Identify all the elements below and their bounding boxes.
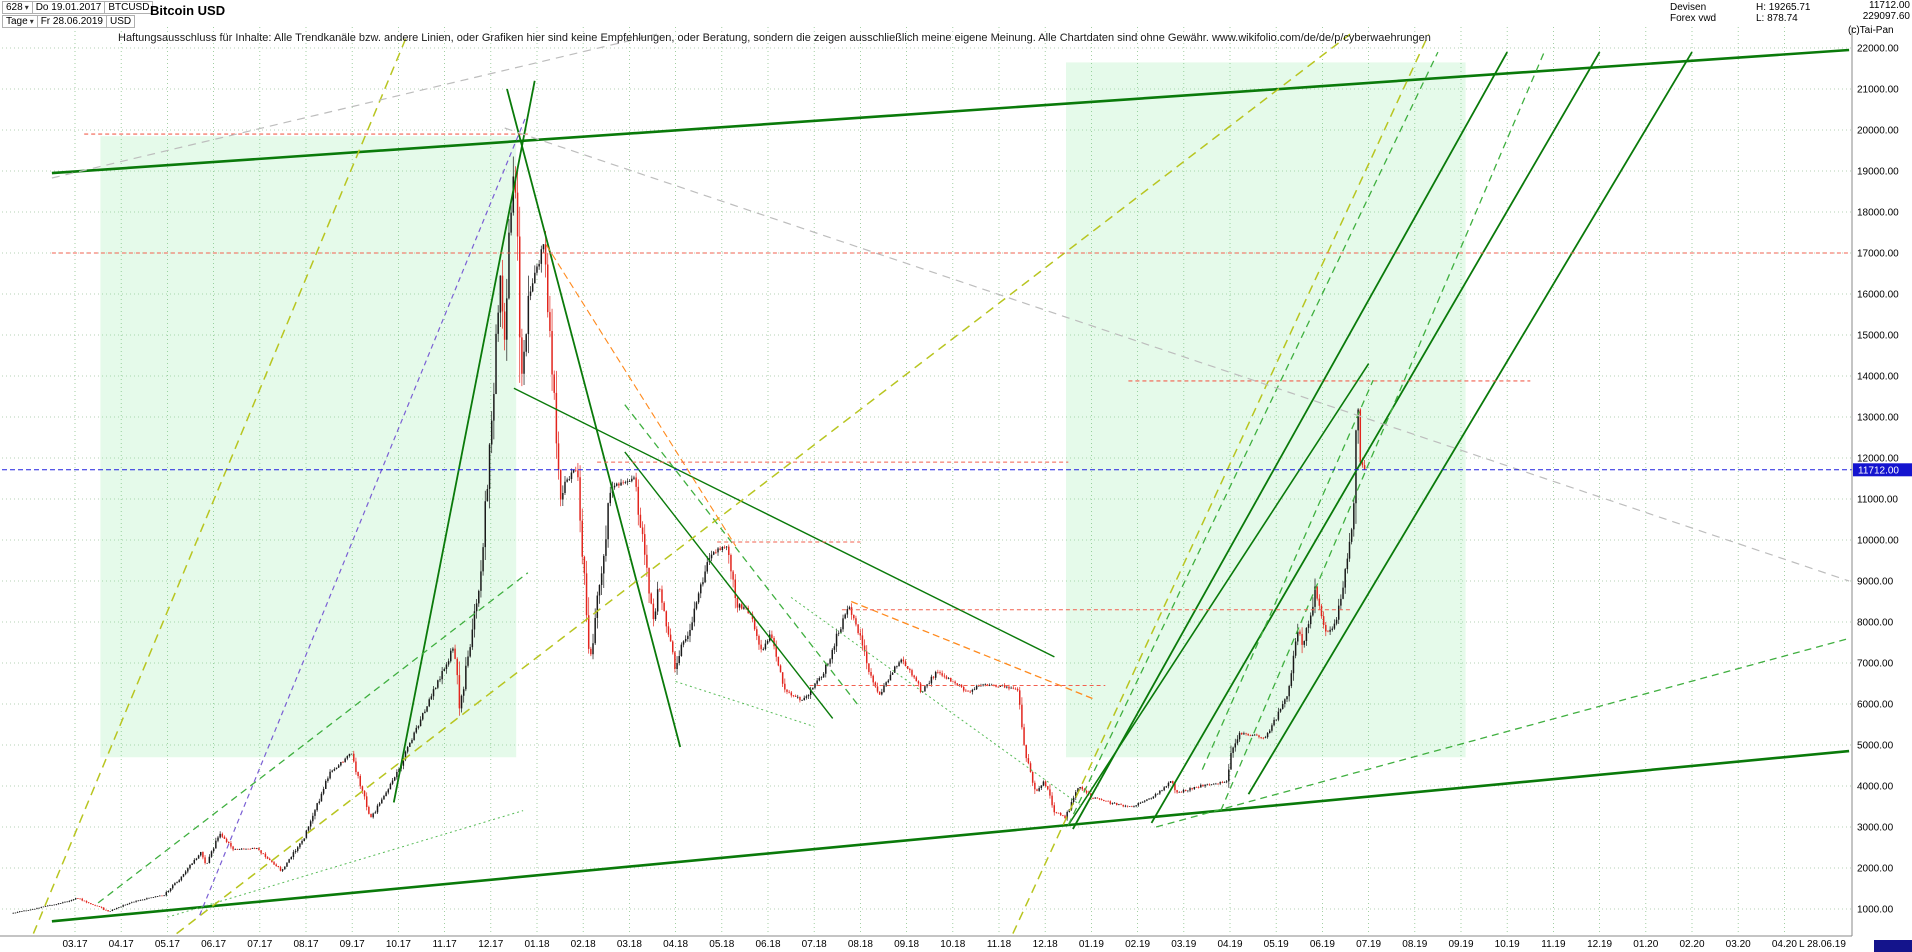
svg-text:06.17: 06.17 — [201, 939, 226, 950]
svg-text:01.20: 01.20 — [1633, 939, 1658, 950]
svg-text:01.18: 01.18 — [524, 939, 549, 950]
disclaimer-text: Haftungsausschluss für Inhalte: Alle Tre… — [118, 32, 1431, 44]
y-axis-labels: 22000.00 21000.00 20000.00 19000.00 18000.00… — [1857, 44, 1899, 916]
svg-text:10000.00: 10000.00 — [1857, 536, 1899, 547]
last-date-label: L 28.06.19 — [1799, 939, 1846, 950]
svg-text:04.19: 04.19 — [1217, 939, 1242, 950]
svg-text:8000.00: 8000.00 — [1857, 618, 1894, 629]
svg-text:05.17: 05.17 — [155, 939, 180, 950]
symbol-field[interactable]: BTCUSD — [104, 1, 154, 14]
svg-text:12.19: 12.19 — [1587, 939, 1612, 950]
bars-count-value: 628 — [6, 2, 23, 13]
svg-text:4000.00: 4000.00 — [1857, 782, 1894, 793]
shaded-regions — [100, 62, 1466, 758]
svg-text:21000.00: 21000.00 — [1857, 85, 1899, 96]
market-label: Devisen — [1670, 2, 1707, 13]
svg-text:16000.00: 16000.00 — [1857, 290, 1899, 301]
period-high-label: H: 19265.71 — [1756, 2, 1811, 13]
plot-frame — [0, 27, 1853, 937]
svg-text:9000.00: 9000.00 — [1857, 577, 1894, 588]
svg-text:15000.00: 15000.00 — [1857, 331, 1899, 342]
svg-text:2000.00: 2000.00 — [1857, 864, 1894, 875]
svg-text:06.18: 06.18 — [755, 939, 780, 950]
svg-text:08.18: 08.18 — [848, 939, 873, 950]
period-select[interactable]: Tage ▾ — [2, 15, 38, 28]
svg-text:03.20: 03.20 — [1726, 939, 1751, 950]
svg-text:08.17: 08.17 — [293, 939, 318, 950]
svg-text:3000.00: 3000.00 — [1857, 823, 1894, 834]
svg-text:07.19: 07.19 — [1356, 939, 1381, 950]
currency-label: USD — [105, 15, 136, 28]
bars-count-select[interactable]: 628 ▾ — [2, 1, 33, 14]
copyright-label: (c)Tai-Pan — [1848, 25, 1894, 36]
chart-controls: 628 ▾ Do 19.01.2017 BTCUSD Tage ▾ Fr 28.06… — [2, 1, 154, 28]
svg-text:05.19: 05.19 — [1264, 939, 1289, 950]
svg-text:02.20: 02.20 — [1679, 939, 1704, 950]
bottom-right-marker — [1874, 940, 1912, 952]
svg-text:02.19: 02.19 — [1125, 939, 1150, 950]
svg-text:09.18: 09.18 — [894, 939, 919, 950]
x-axis-labels: 03.17 04.17 05.17 06.17 07.17 08.17 09.17 10.17… — [62, 939, 1797, 950]
svg-text:09.19: 09.19 — [1448, 939, 1473, 950]
svg-text:04.17: 04.17 — [109, 939, 134, 950]
svg-text:11000.00: 11000.00 — [1857, 495, 1898, 506]
period-low-label: L: 878.74 — [1756, 13, 1798, 24]
chevron-down-icon: ▾ — [24, 3, 29, 12]
svg-text:01.19: 01.19 — [1079, 939, 1104, 950]
svg-text:10.19: 10.19 — [1495, 939, 1520, 950]
corner-volume: 229097.60 — [1862, 11, 1910, 22]
feed-label: Forex vwd — [1670, 13, 1717, 24]
svg-text:18000.00: 18000.00 — [1857, 208, 1899, 219]
svg-text:05.18: 05.18 — [709, 939, 734, 950]
svg-text:04.18: 04.18 — [663, 939, 688, 950]
svg-text:6000.00: 6000.00 — [1857, 700, 1894, 711]
trendlines — [32, 33, 1850, 935]
period-value: Tage — [6, 16, 28, 27]
svg-text:04.20: 04.20 — [1772, 939, 1797, 950]
svg-text:10.18: 10.18 — [940, 939, 965, 950]
svg-text:11.18: 11.18 — [987, 939, 1012, 950]
svg-text:07.18: 07.18 — [802, 939, 827, 950]
svg-text:08.19: 08.19 — [1402, 939, 1427, 950]
svg-text:12.17: 12.17 — [478, 939, 503, 950]
svg-text:13000.00: 13000.00 — [1857, 413, 1899, 424]
svg-text:03.17: 03.17 — [62, 939, 87, 950]
svg-text:5000.00: 5000.00 — [1857, 741, 1894, 752]
svg-text:17000.00: 17000.00 — [1857, 249, 1899, 260]
corner-price: 11712.00 — [1869, 0, 1910, 11]
chevron-down-icon: ▾ — [29, 17, 34, 26]
svg-text:14000.00: 14000.00 — [1857, 372, 1899, 383]
start-date-field[interactable]: Do 19.01.2017 — [31, 1, 106, 14]
svg-text:03.19: 03.19 — [1171, 939, 1196, 950]
last-price-tag: 11712.00 — [1853, 463, 1912, 477]
svg-text:09.17: 09.17 — [340, 939, 365, 950]
end-date-field[interactable]: Fr 28.06.2019 — [36, 15, 107, 28]
svg-text:11.17: 11.17 — [432, 939, 457, 950]
svg-text:22000.00: 22000.00 — [1857, 44, 1899, 55]
svg-text:20000.00: 20000.00 — [1857, 126, 1899, 137]
svg-text:12.18: 12.18 — [1033, 939, 1058, 950]
svg-text:03.18: 03.18 — [617, 939, 642, 950]
svg-text:12000.00: 12000.00 — [1857, 454, 1899, 465]
svg-text:07.17: 07.17 — [247, 939, 272, 950]
svg-text:11712.00: 11712.00 — [1858, 465, 1899, 476]
svg-text:06.19: 06.19 — [1310, 939, 1335, 950]
svg-text:11.19: 11.19 — [1541, 939, 1566, 950]
svg-text:1000.00: 1000.00 — [1857, 905, 1894, 916]
svg-text:02.18: 02.18 — [571, 939, 596, 950]
svg-text:10.17: 10.17 — [386, 939, 411, 950]
svg-text:19000.00: 19000.00 — [1857, 167, 1899, 178]
chart-title: Bitcoin USD — [150, 3, 226, 18]
svg-text:7000.00: 7000.00 — [1857, 659, 1894, 670]
